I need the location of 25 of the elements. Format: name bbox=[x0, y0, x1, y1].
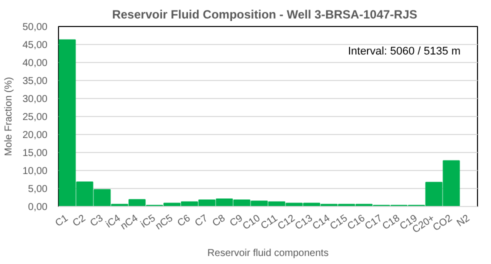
y-tick-label: 20,00 bbox=[22, 130, 48, 141]
x-tick-label: C3 bbox=[88, 212, 106, 230]
y-tick-label: 45,00 bbox=[22, 40, 48, 51]
chart-title: Reservoir Fluid Composition - Well 3-BRSA-1047-RJS bbox=[112, 8, 418, 22]
y-axis-title: Mole Fraction (%) bbox=[3, 77, 14, 156]
x-tick-label: C8 bbox=[210, 212, 228, 230]
x-tick-label: C7 bbox=[193, 212, 210, 230]
y-tick-label: 40,00 bbox=[22, 58, 48, 69]
y-tick-label: 0,00 bbox=[28, 202, 48, 213]
y-tick-label: 25,00 bbox=[22, 112, 48, 123]
y-tick-label: 15,00 bbox=[22, 148, 48, 159]
x-tick-label: N2 bbox=[455, 212, 472, 230]
y-tick-label: 10,00 bbox=[22, 166, 48, 177]
y-tick-label: 35,00 bbox=[22, 76, 48, 87]
x-tick-label: nC4 bbox=[118, 212, 141, 232]
x-tick-label: C10 bbox=[241, 212, 263, 232]
x-axis-title: Reservoir fluid components bbox=[207, 248, 329, 260]
x-tick-label: C2 bbox=[71, 212, 88, 230]
y-tick-label: 30,00 bbox=[22, 94, 48, 105]
y-tick-label: 50,00 bbox=[22, 22, 48, 33]
y-tick-label: 5,00 bbox=[28, 184, 48, 195]
annotation: Interval: 5060 / 5135 m bbox=[348, 46, 460, 58]
x-tick-label: C6 bbox=[176, 212, 193, 230]
x-tick-label: nC5 bbox=[154, 212, 176, 232]
x-tick-label: C1 bbox=[54, 212, 71, 230]
